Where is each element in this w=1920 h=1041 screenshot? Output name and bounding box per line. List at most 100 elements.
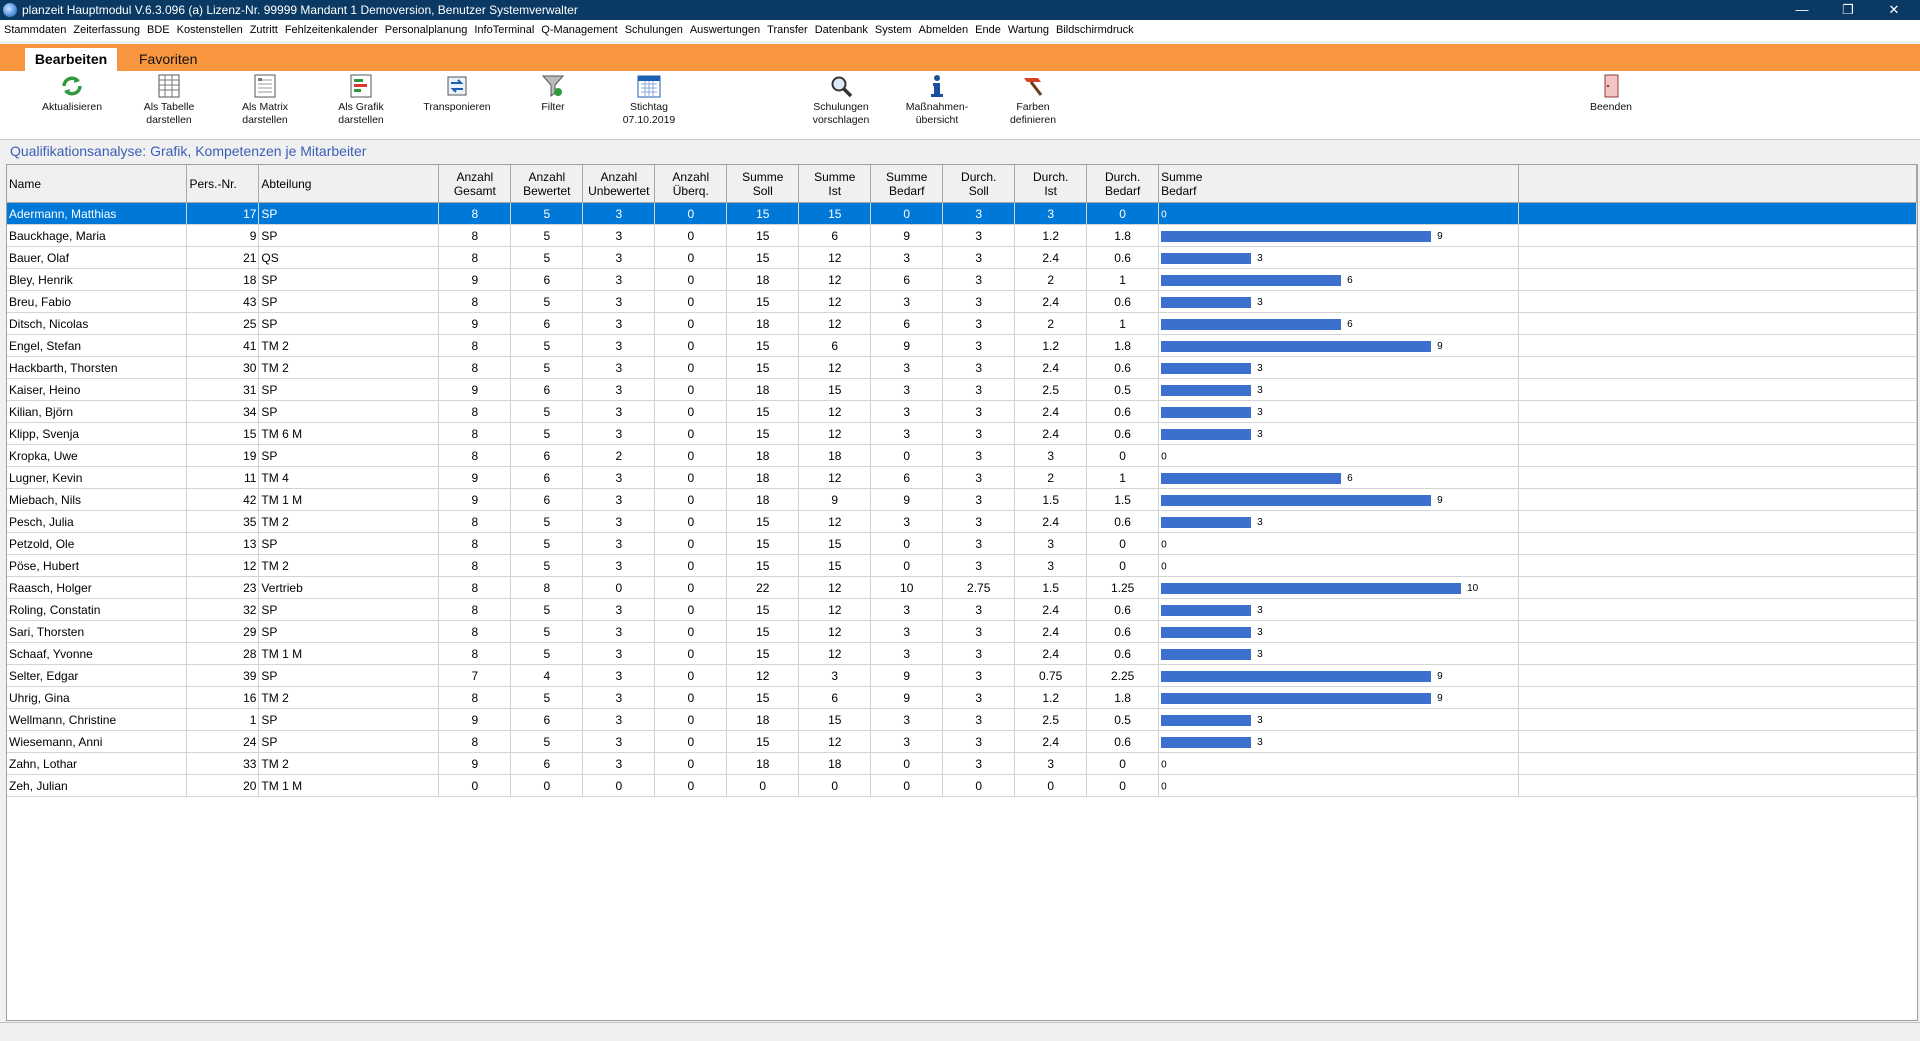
table-row[interactable]: Wellmann, Christine 1 SP 9 6 3 0 18 15 3 3 2.5 0.5 3 [7,708,1917,731]
schulungen-vorschlagen-button[interactable]: Schulungen vorschlagen [804,74,878,127]
table-row[interactable]: Kropka, Uwe 19 SP 8 6 2 0 18 18 0 3 3 0 0 [7,444,1917,467]
maximize-button[interactable]: ❐ [1842,2,1854,17]
column-header[interactable]: Summe Soll [726,165,800,203]
data-grid[interactable]: Name Pers.-Nr. Abteilung Anzahl Gesamt Anzahl… [6,164,1918,1021]
matrix-icon [253,74,277,98]
cell-name: Pöse, Hubert [7,554,188,577]
transponieren-button[interactable]: Transponieren [418,74,496,114]
bar-label: 3 [1257,604,1263,616]
table-row[interactable]: Hackbarth, Thorsten 30 TM 2 8 5 3 0 15 12 3 3 2.4 0.… [7,356,1917,379]
cell-value: 3 [942,356,1016,379]
bar [1161,494,1432,506]
column-header[interactable]: Abteilung [258,165,440,203]
window-title: planzeit Hauptmodul V.6.3.096 (a) Lizenz… [22,3,578,17]
cell-value: 0.6 [1086,510,1160,533]
menu-item-auswertungen[interactable]: Auswertungen [689,24,761,36]
table-row[interactable]: Engel, Stefan 41 TM 2 8 5 3 0 15 6 9 3 1.2 1.8 9 [7,334,1917,357]
menu-item-stammdaten[interactable]: Stammdaten [4,24,67,36]
column-header[interactable]: Pers.-Nr. [186,165,260,203]
close-button[interactable]: ✕ [1888,2,1900,17]
minimize-button[interactable]: — [1795,2,1809,17]
menu-item-fehlzeitenkalender[interactable]: Fehlzeitenkalender [284,24,378,36]
table-row[interactable]: Uhrig, Gina 16 TM 2 8 5 3 0 15 6 9 3 1.2 1.8 9 [7,686,1917,709]
status-bar [0,1022,1920,1041]
column-header[interactable]: Summe Bedarf [1158,165,1520,203]
beenden-button[interactable]: Beenden [1581,74,1641,114]
bar [1161,362,1252,374]
cell-abteilung: SP [258,290,440,313]
table-row[interactable]: Schaaf, Yvonne 28 TM 1 M 8 5 3 0 15 12 3 3 2.4 0.6 3 [7,642,1917,665]
column-header[interactable]: Name [7,165,188,203]
table-row[interactable]: Bauckhage, Maria 9 SP 8 5 3 0 15 6 9 3 1.2 1.8 9 [7,224,1917,247]
table-row[interactable]: Kilian, Björn 34 SP 8 5 3 0 15 12 3 3 2.4 0.6 3 [7,400,1917,423]
cell-value: 0.75 [1014,664,1088,687]
column-header[interactable]: Anzahl Überq. [654,165,728,203]
table-row[interactable]: Pöse, Hubert 12 TM 2 8 5 3 0 15 15 0 3 3 0 0 [7,554,1917,577]
table-row[interactable]: Petzold, Ole 13 SP 8 5 3 0 15 15 0 3 3 0 0 [7,532,1917,555]
menu-item-transfer[interactable]: Transfer [767,24,808,36]
table-row[interactable]: Selter, Edgar 39 SP 7 4 3 0 12 3 9 3 0.75 2.25 9 [7,664,1917,687]
tab-bearbeiten[interactable]: Bearbeiten [25,48,117,71]
table-row[interactable]: Zahn, Lothar 33 TM 2 9 6 3 0 18 18 0 3 3 0 0 [7,752,1917,775]
cell-value: 1 [1086,312,1160,335]
column-header[interactable]: Anzahl Unbewertet [582,165,656,203]
cell-value: 6 [798,686,872,709]
table-row[interactable]: Raasch, Holger 23 Vertrieb 8 8 0 0 22 12 10 2.75 1.… [7,576,1917,599]
menu-item-personalplanung[interactable]: Personalplanung [384,24,468,36]
table-row[interactable]: Sari, Thorsten 29 SP 8 5 3 0 15 12 3 3 2.4 0.6 3 [7,620,1917,643]
table-row[interactable]: Wiesemann, Anni 24 SP 8 5 3 0 15 12 3 3 2.4 0.6 3 [7,730,1917,753]
massnahmen-uebersicht-button[interactable]: Maßnahmen- übersicht [900,74,974,127]
table-row[interactable]: Pesch, Julia 35 TM 2 8 5 3 0 15 12 3 3 2.4 0.6 3 [7,510,1917,533]
stichtag-button[interactable]: Stichtag 07.10.2019 [614,74,684,127]
menu-item-kostenstellen[interactable]: Kostenstellen [176,24,243,36]
column-header[interactable]: Durch. Ist [1014,165,1088,203]
cell-name: Wellmann, Christine [7,708,188,731]
table-row[interactable]: Ditsch, Nicolas 25 SP 9 6 3 0 18 12 6 3 2 1 6 [7,312,1917,335]
cell-value: 8 [438,686,512,709]
menu-item-bde[interactable]: BDE [147,24,170,36]
als-matrix-button[interactable]: Als Matrix darstellen [230,74,300,127]
table-row[interactable]: Bley, Henrik 18 SP 9 6 3 0 18 12 6 3 2 1 6 [7,268,1917,291]
table-row[interactable]: Miebach, Nils 42 TM 1 M 9 6 3 0 18 9 9 3 1.5 1.5 9 [7,488,1917,511]
farben-definieren-button[interactable]: Farben definieren [998,74,1068,127]
cell-value: 12 [798,620,872,643]
als-tabelle-label: Als Tabelle darstellen [143,101,195,126]
column-header[interactable]: Summe Bedarf [870,165,944,203]
column-header-line1: Anzahl [672,169,710,184]
column-header[interactable]: Anzahl Bewertet [510,165,584,203]
table-row[interactable]: Klipp, Svenja 15 TM 6 M 8 5 3 0 15 12 3 3 2.4 0.6 3 [7,422,1917,445]
menu-item-schulungen[interactable]: Schulungen [624,24,683,36]
menu-item-q-management[interactable]: Q-Management [541,24,618,36]
table-row[interactable]: Roling, Constatin 32 SP 8 5 3 0 15 12 3 3 2.4 0.6 3 [7,598,1917,621]
transpose-icon [445,74,469,98]
massnahmen-uebersicht-label: Maßnahmen- übersicht [905,101,969,126]
table-row[interactable]: Lugner, Kevin 11 TM 4 9 6 3 0 18 12 6 3 2 1 6 [7,466,1917,489]
cell-pers-nr: 41 [186,334,260,357]
menu-item-bildschirmdruck[interactable]: Bildschirmdruck [1056,24,1134,36]
menu-item-wartung[interactable]: Wartung [1007,24,1050,36]
tab-favoriten[interactable]: Favoriten [139,51,198,67]
aktualisieren-button[interactable]: Aktualisieren [37,74,107,114]
cell-bar-chart: 9 [1158,224,1520,247]
table-row[interactable]: Breu, Fabio 43 SP 8 5 3 0 15 12 3 3 2.4 0.6 3 [7,290,1917,313]
column-header[interactable]: Durch. Soll [942,165,1016,203]
table-row[interactable]: Adermann, Matthias 17 SP 8 5 3 0 15 15 0 3 3 0 0 [7,202,1917,225]
refresh-icon [60,74,84,98]
column-header[interactable]: Durch. Bedarf [1086,165,1160,203]
als-grafik-button[interactable]: Als Grafik darstellen [326,74,396,127]
menu-item-infoterminal[interactable]: InfoTerminal [474,24,535,36]
menu-item-datenbank[interactable]: Datenbank [814,24,868,36]
table-row[interactable]: Bauer, Olaf 21 QS 8 5 3 0 15 12 3 3 2.4 0.6 3 [7,246,1917,269]
column-header[interactable] [1518,165,1917,203]
table-row[interactable]: Kaiser, Heino 31 SP 9 6 3 0 18 15 3 3 2.5 0.5 3 [7,378,1917,401]
menu-item-zutritt[interactable]: Zutritt [249,24,278,36]
column-header[interactable]: Anzahl Gesamt [438,165,512,203]
menu-item-system[interactable]: System [874,24,912,36]
als-tabelle-button[interactable]: Als Tabelle darstellen [134,74,204,127]
menu-item-ende[interactable]: Ende [975,24,1001,36]
menu-item-abmelden[interactable]: Abmelden [918,24,969,36]
column-header[interactable]: Summe Ist [798,165,872,203]
menu-item-zeiterfassung[interactable]: Zeiterfassung [73,24,141,36]
filter-button[interactable]: Filter [528,74,578,114]
